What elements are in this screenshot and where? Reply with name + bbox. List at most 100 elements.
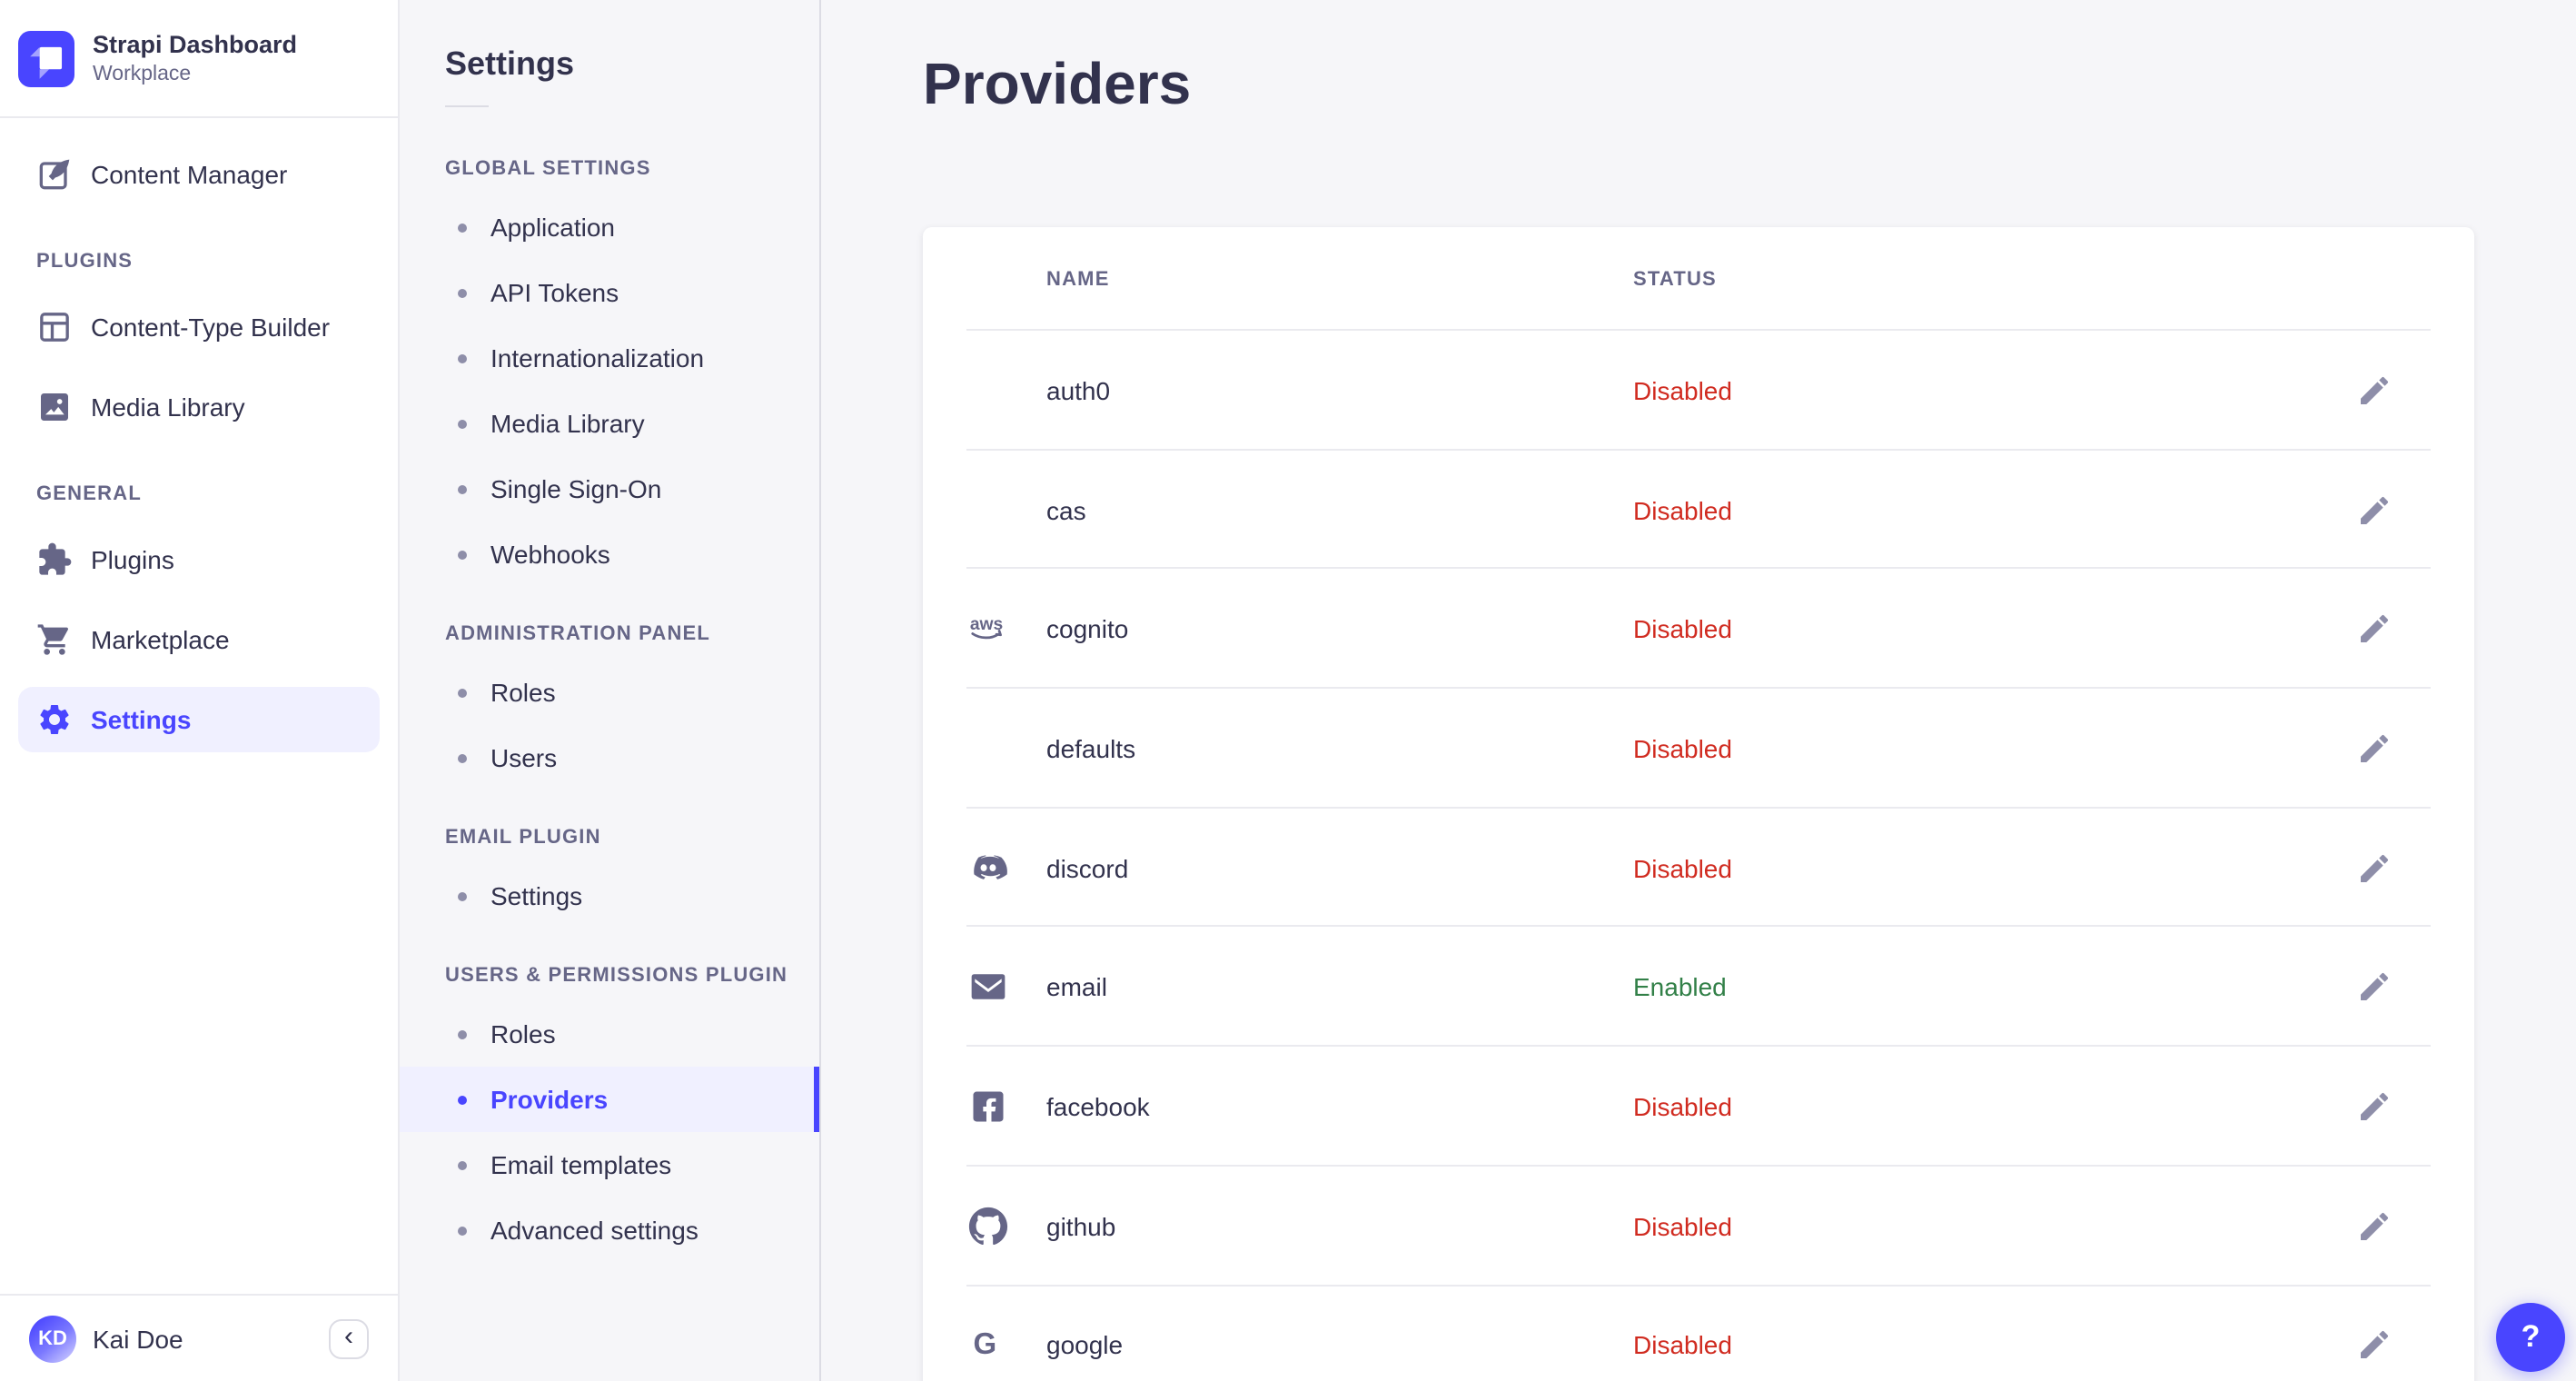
provider-row-defaults[interactable]: defaults Disabled [923, 689, 2474, 808]
subnav-item-roles[interactable]: Roles [400, 1001, 819, 1067]
subnav-section-label: GLOBAL SETTINGS [445, 158, 651, 180]
provider-row-email[interactable]: email Enabled [923, 928, 2474, 1047]
user-name[interactable]: Kai Doe [93, 1324, 183, 1353]
workspace-title: Strapi Dashboard [93, 31, 298, 59]
sidebar-section-plugins: PLUGINS Content-Type Builder Media Library [18, 251, 380, 440]
sidebar-item-label: Settings [91, 705, 192, 734]
provider-name: discord [1046, 853, 1129, 883]
subnav-item-label: Application [490, 213, 615, 242]
pencil-icon [2361, 734, 2389, 762]
sidebar-item-content-type-builder[interactable]: Content-Type Builder [18, 294, 380, 360]
user-avatar[interactable]: KD [29, 1315, 76, 1362]
provider-name: cognito [1046, 614, 1129, 644]
sidebar-section-general: GENERAL Plugins Marketplace Settings [18, 483, 380, 752]
subnav-item-internationalization[interactable]: Internationalization [400, 325, 819, 391]
provider-name: email [1046, 972, 1107, 1002]
pencil-icon [2361, 1212, 2389, 1240]
sidebar-section-label: PLUGINS [36, 251, 134, 273]
edit-email-button[interactable] [2356, 969, 2393, 1006]
subnav-item-roles[interactable]: Roles [400, 660, 819, 725]
provider-status: Disabled [1633, 614, 1732, 644]
provider-status: Enabled [1633, 972, 1727, 1002]
subnav-item-label: Media Library [490, 409, 645, 438]
sidebar-item-label: Plugins [91, 545, 174, 574]
chevron-left-icon: ‹ [344, 1321, 353, 1352]
subnav-item-label: Roles [490, 678, 556, 707]
github-icon [968, 1206, 1008, 1246]
sidebar-item-label: Content-Type Builder [91, 313, 331, 342]
subnav-item-settings[interactable]: Settings [400, 863, 819, 929]
subnav-item-single-sign-on[interactable]: Single Sign-On [400, 456, 819, 522]
collapse-sidebar-button[interactable]: ‹ [329, 1318, 369, 1358]
subnav-item-application[interactable]: Application [400, 194, 819, 260]
subnav-item-label: API Tokens [490, 278, 619, 307]
subnav-item-label: Roles [490, 1019, 556, 1048]
provider-status: Disabled [1633, 375, 1732, 405]
brand-divider [0, 116, 398, 118]
subnav-item-media-library[interactable]: Media Library [400, 391, 819, 456]
svg-text:G: G [974, 1327, 997, 1361]
subnav-section-administration-panel: ADMINISTRATION PANEL Roles Users [400, 623, 819, 790]
subnav-sections: GLOBAL SETTINGS Application API Tokens Inte… [400, 158, 819, 1263]
sidebar-item-content-manager[interactable]: Content Manager [18, 142, 380, 207]
edit-facebook-button[interactable] [2356, 1088, 2393, 1125]
subnav-item-advanced-settings[interactable]: Advanced settings [400, 1197, 819, 1263]
subnav-section-email-plugin: EMAIL PLUGIN Settings [400, 827, 819, 929]
edit-auth0-button[interactable] [2356, 373, 2393, 409]
edit-discord-button[interactable] [2356, 849, 2393, 886]
edit-github-button[interactable] [2356, 1207, 2393, 1244]
provider-row-facebook[interactable]: facebook Disabled [923, 1047, 2474, 1167]
subnav-item-email-templates[interactable]: Email templates [400, 1132, 819, 1197]
subnav-item-webhooks[interactable]: Webhooks [400, 522, 819, 587]
plugins-icon [36, 541, 73, 578]
sidebar-item-plugins[interactable]: Plugins [18, 527, 380, 592]
content-type-builder-icon [36, 309, 73, 345]
pencil-icon [2361, 615, 2389, 643]
sidebar-nav: Content Manager PLUGINS Content-Type Build… [0, 118, 398, 1294]
sidebar-item-settings[interactable]: Settings [18, 687, 380, 752]
subnav-item-users[interactable]: Users [400, 725, 819, 790]
bullet-icon [458, 484, 467, 493]
subnav-item-providers[interactable]: Providers [400, 1067, 819, 1132]
edit-cas-button[interactable] [2356, 492, 2393, 528]
aws-icon: aws [968, 609, 1008, 649]
subnav-item-label: Users [490, 743, 558, 772]
edit-google-button[interactable] [2356, 1327, 2393, 1364]
subnav-item-label: Email templates [490, 1150, 672, 1179]
subnav-section-label: USERS & PERMISSIONS PLUGIN [445, 965, 788, 987]
subnav-section-label: ADMINISTRATION PANEL [445, 623, 711, 645]
sidebar-item-marketplace[interactable]: Marketplace [18, 607, 380, 672]
provider-status: Disabled [1633, 1330, 1732, 1360]
bullet-icon [458, 288, 467, 297]
subnav-item-label: Advanced settings [490, 1216, 698, 1245]
provider-status: Disabled [1633, 495, 1732, 525]
edit-cognito-button[interactable] [2356, 611, 2393, 647]
edit-defaults-button[interactable] [2356, 730, 2393, 767]
pencil-icon [2361, 1331, 2389, 1359]
provider-status: Disabled [1633, 1211, 1732, 1241]
help-button[interactable]: ? [2496, 1303, 2565, 1372]
provider-row-github[interactable]: github Disabled [923, 1167, 2474, 1286]
provider-row-cas[interactable]: cas Disabled [923, 450, 2474, 570]
subnav-item-api-tokens[interactable]: API Tokens [400, 260, 819, 325]
provider-name: auth0 [1046, 375, 1111, 405]
bullet-icon [458, 353, 467, 363]
facebook-icon [968, 1087, 1008, 1127]
google-icon: G [968, 1326, 1008, 1366]
no-icon [968, 490, 1008, 530]
provider-row-cognito[interactable]: aws cognito Disabled [923, 570, 2474, 689]
provider-row-discord[interactable]: discord Disabled [923, 809, 2474, 928]
bullet-icon [458, 1226, 467, 1235]
provider-row-auth0[interactable]: auth0 Disabled [923, 331, 2474, 450]
sidebar-item-media-library[interactable]: Media Library [18, 374, 380, 440]
main-content: Providers NAME STATUS auth0 Disabled cas Di… [821, 0, 2576, 1381]
provider-name: google [1046, 1330, 1124, 1360]
workspace-brand[interactable]: Strapi Dashboard Workplace [0, 0, 398, 116]
strapi-logo-icon [18, 30, 74, 86]
marketplace-icon [36, 621, 73, 658]
provider-status: Disabled [1633, 853, 1732, 883]
sidebar-item-label: Media Library [91, 392, 245, 422]
bullet-icon [458, 1095, 467, 1104]
